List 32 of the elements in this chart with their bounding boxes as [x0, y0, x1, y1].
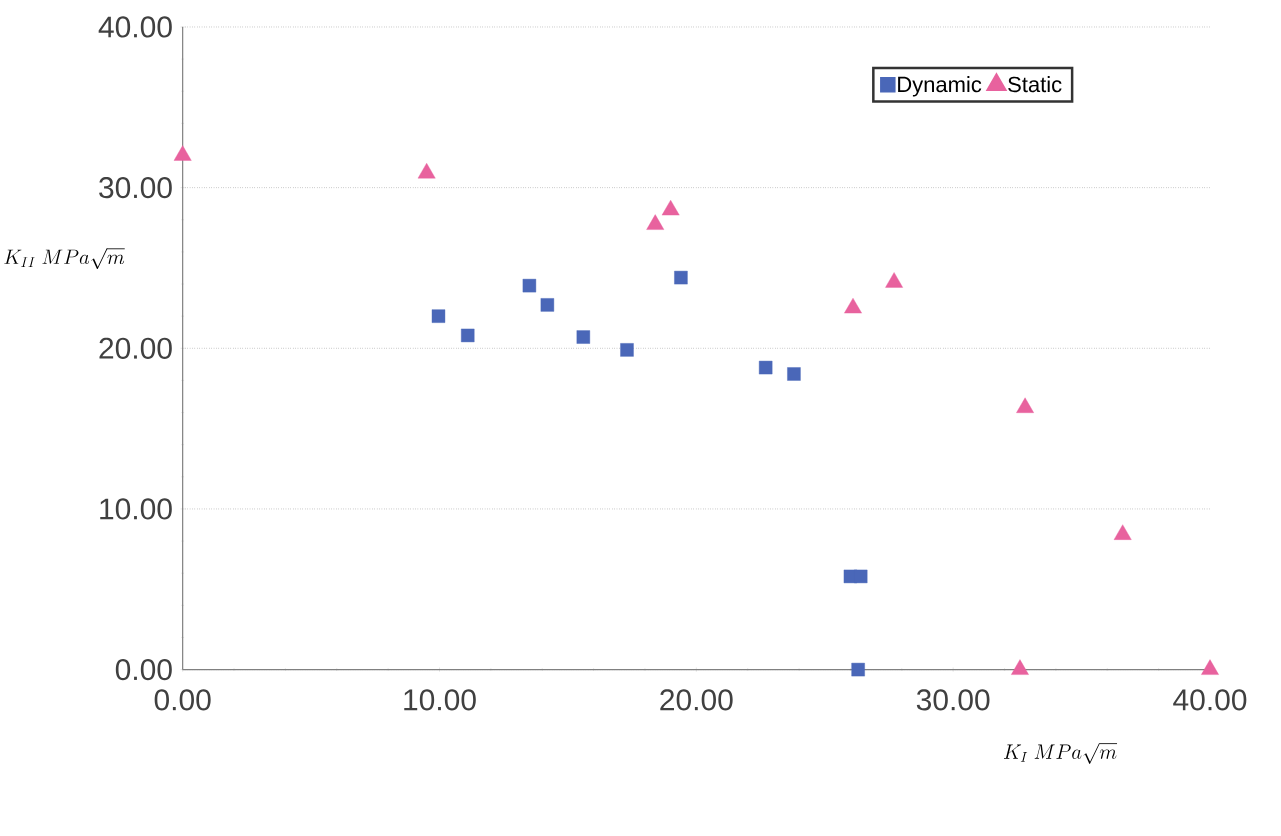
- x-tick-label: 20.00: [660, 689, 733, 711]
- point: [844, 298, 862, 314]
- y-tick-label: 30.00: [99, 177, 172, 199]
- x-axis-title: $K_{I}\ MPa\sqrt{m}$: [1003, 743, 1118, 765]
- point: [173, 145, 192, 161]
- x-tick-label: 10.00: [404, 689, 476, 711]
- point: [661, 200, 680, 216]
- legend-label: Static: [1008, 76, 1062, 93]
- point: [461, 328, 475, 343]
- point: [646, 214, 665, 231]
- point: [540, 298, 555, 312]
- y-tick-label: 40.00: [98, 16, 172, 38]
- y-tick-label: 20.00: [99, 337, 172, 360]
- point: [1016, 397, 1034, 414]
- x-tick-label: 30.00: [916, 689, 990, 711]
- y-tick-label: 10.00: [100, 498, 172, 520]
- y-axis-title: $K_{II}\ MPa\sqrt{m}$: [4, 248, 125, 270]
- x-tick-label: 0.00: [154, 689, 211, 711]
- point: [576, 330, 591, 344]
- legend-label: Dynamic: [898, 76, 982, 97]
- point: [620, 343, 634, 357]
- point: [787, 367, 801, 381]
- y-tick-label: 0.00: [115, 659, 172, 681]
- point: [431, 309, 446, 324]
- point: [885, 272, 903, 288]
- point: [854, 569, 868, 584]
- point: [851, 663, 865, 677]
- point: [522, 279, 537, 293]
- point: [758, 361, 773, 375]
- x-tick-label: 40.00: [1173, 689, 1247, 711]
- point: [674, 271, 688, 285]
- point: [417, 163, 436, 179]
